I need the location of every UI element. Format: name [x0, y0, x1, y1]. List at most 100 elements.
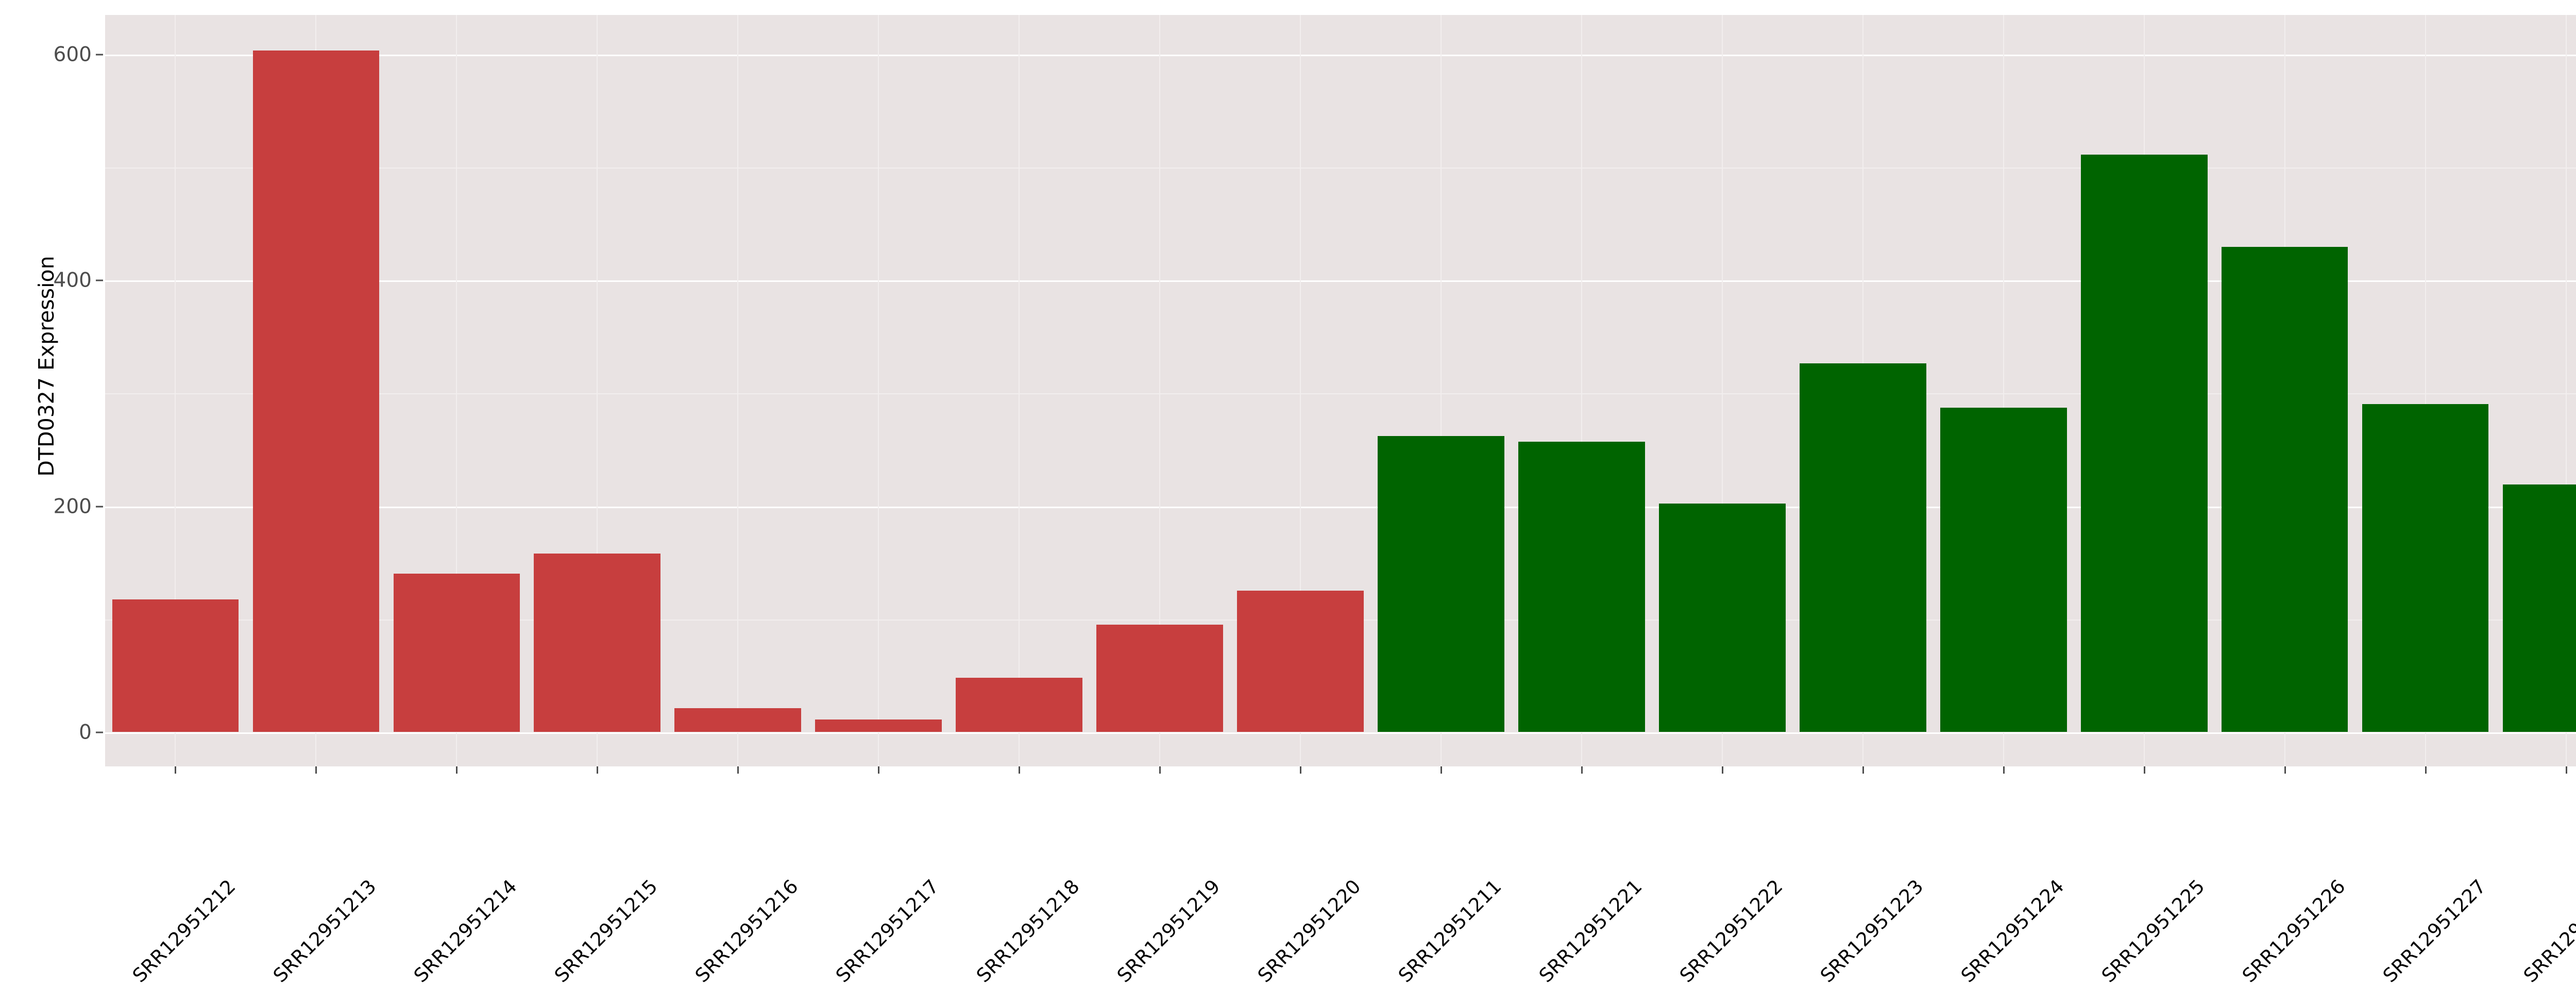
x-axis-tick-label: SRR12951222: [1675, 779, 1883, 987]
gridline-minor-horizontal: [105, 393, 2576, 395]
x-axis-tick-label: SRR12951220: [1253, 779, 1461, 987]
x-axis-tick-label-text: SRR12951227: [2378, 875, 2490, 987]
gridline-minor-vertical: [1019, 15, 1020, 766]
gridline-minor-vertical: [878, 15, 879, 766]
bar: [393, 574, 520, 732]
y-axis-tick-label: 400: [53, 269, 92, 292]
x-axis-tick-mark: [2003, 766, 2005, 774]
x-axis-tick-label-text: SRR12951219: [1113, 875, 1225, 987]
x-axis-tick-label-text: SRR12951215: [550, 875, 662, 987]
x-axis-tick-label: SRR12951216: [691, 779, 899, 987]
x-axis-tick-label-text: SRR12951223: [1816, 875, 1928, 987]
x-axis-tick-mark: [315, 766, 317, 774]
x-axis-tick-mark: [1862, 766, 1864, 774]
bar: [1800, 363, 1926, 732]
gridline-minor-vertical: [737, 15, 739, 766]
bar: [815, 719, 942, 732]
bar: [2221, 247, 2348, 732]
bar: [1940, 407, 2067, 732]
x-axis-tick-label: SRR12951219: [1113, 779, 1320, 987]
bar-chart-figure: DTD0327 Expression 0 200 400 600 SRR1295121…: [34, 15, 2576, 987]
y-axis-tick-mark: [96, 279, 103, 281]
gridline-major-horizontal: [105, 54, 2576, 56]
x-axis-tick-label: SRR12951211: [1394, 779, 1602, 987]
x-axis-tick-label: SRR12951214: [410, 779, 617, 987]
y-axis-tick-mark: [96, 54, 103, 55]
bar: [674, 708, 802, 732]
x-axis-tick-mark: [737, 766, 739, 774]
bar: [2080, 154, 2208, 732]
gridline-minor-vertical: [597, 15, 598, 766]
x-axis-tick-mark: [878, 766, 880, 774]
x-axis-tick-label: SRR12951221: [1535, 779, 1742, 987]
x-axis-tick-label-text: SRR12951212: [128, 875, 240, 987]
x-axis-tick-label-text: SRR12951222: [1675, 875, 1787, 987]
bar: [252, 50, 380, 732]
bar: [2362, 404, 2489, 732]
x-axis-tick-label: SRR12951212: [128, 779, 336, 987]
plot-panel: [105, 15, 2576, 766]
x-axis-tick-mark: [597, 766, 599, 774]
x-axis-tick-mark: [2284, 766, 2286, 774]
x-axis-tick-label: SRR12951224: [1957, 779, 2164, 987]
x-axis-tick-label-text: SRR12951226: [2238, 875, 2350, 987]
gridline-major-horizontal: [105, 732, 2576, 734]
x-axis-tick-label: SRR12951227: [2379, 779, 2576, 987]
gridline-minor-vertical: [2425, 15, 2426, 766]
bar: [1096, 624, 1223, 732]
x-axis-tick-label-text: SRR12951224: [1956, 875, 2069, 987]
x-axis-tick-label-text: SRR12951218: [972, 875, 1084, 987]
y-axis-tick-mark: [96, 731, 103, 733]
bar: [1659, 504, 1786, 732]
x-axis-tick-mark: [2143, 766, 2145, 774]
bar: [2502, 484, 2576, 732]
y-axis-tick-label: 0: [79, 721, 92, 744]
x-axis-tick-label-text: SRR12951221: [1534, 875, 1647, 987]
y-axis-tick-label: 200: [53, 495, 92, 518]
gridline-minor-vertical: [1300, 15, 1301, 766]
x-axis-tick-label-text: SRR12951220: [1253, 875, 1365, 987]
x-axis-tick-label: SRR12951225: [2097, 779, 2305, 987]
x-axis-tick-label: SRR12951215: [550, 779, 758, 987]
gridline-minor-vertical: [2003, 15, 2004, 766]
x-axis-tick-mark: [456, 766, 458, 774]
gridline-minor-vertical: [1721, 15, 1723, 766]
gridline-minor-vertical: [1440, 15, 1442, 766]
gridline-minor-horizontal: [105, 167, 2576, 169]
bar: [112, 599, 239, 732]
x-axis-tick-label: SRR12951223: [1816, 779, 2024, 987]
bar: [534, 553, 661, 732]
x-axis-tick-label-text: SRR12951228: [2519, 875, 2576, 987]
gridline-minor-vertical: [1159, 15, 1161, 766]
x-axis-tick-label-text: SRR12951216: [691, 875, 803, 987]
x-axis-tick-mark: [1159, 766, 1161, 774]
gridline-major-horizontal: [105, 506, 2576, 508]
x-axis-tick-mark: [2565, 766, 2567, 774]
x-axis-tick-mark: [2425, 766, 2427, 774]
y-axis-title: DTD0327 Expression: [34, 256, 59, 477]
x-axis-tick-mark: [1721, 766, 1723, 774]
gridline-minor-vertical: [456, 15, 457, 766]
y-axis-tick-mark: [96, 506, 103, 507]
bar: [956, 677, 1082, 732]
x-axis-tick-label-text: SRR12951214: [410, 875, 521, 987]
x-axis-tick-mark: [1019, 766, 1021, 774]
x-axis-tick-label-text: SRR12951225: [2097, 875, 2209, 987]
x-axis-tick-mark: [175, 766, 177, 774]
bar: [1237, 590, 1364, 732]
gridline-minor-vertical: [2565, 15, 2567, 766]
bar: [1518, 441, 1645, 732]
gridline-minor-vertical: [175, 15, 176, 766]
y-axis-tick-label: 600: [53, 43, 92, 66]
gridline-major-horizontal: [105, 280, 2576, 282]
x-axis-tick-label: SRR12951217: [832, 779, 1039, 987]
x-axis-tick-mark: [1440, 766, 1442, 774]
x-axis-tick-label: SRR12951213: [269, 779, 477, 987]
x-axis-tick-label: SRR12951226: [2238, 779, 2446, 987]
x-axis-tick-label-text: SRR12951217: [832, 875, 943, 987]
x-axis-tick-label-text: SRR12951213: [269, 875, 381, 987]
x-axis-tick-mark: [1300, 766, 1302, 774]
bar: [1378, 436, 1504, 732]
x-axis-tick-mark: [1581, 766, 1583, 774]
x-axis-tick-label: SRR12951218: [972, 779, 1180, 987]
